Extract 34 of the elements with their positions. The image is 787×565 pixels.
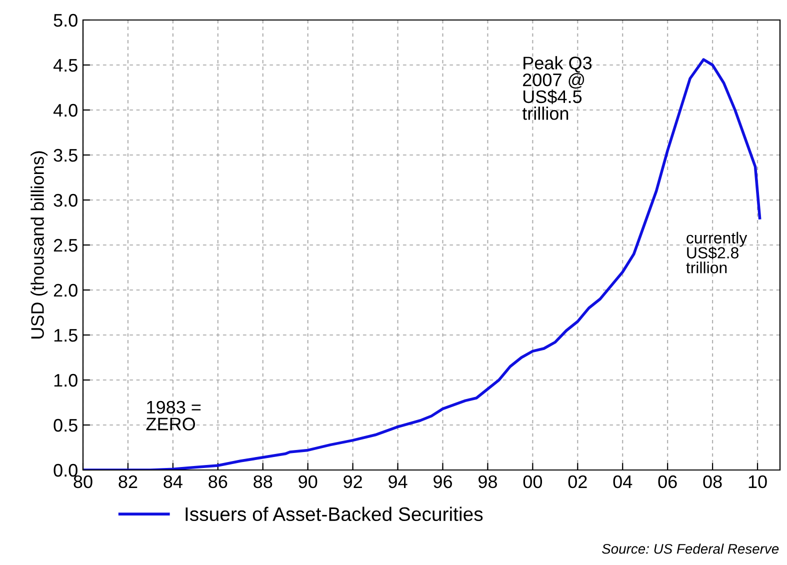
y-tick-label: 0.0 bbox=[54, 464, 78, 477]
x-tick-label: 84 bbox=[164, 475, 182, 488]
x-tick-label: 96 bbox=[434, 475, 452, 488]
source-note: Source: US Federal Reserve bbox=[602, 544, 779, 554]
y-tick-label: 3.5 bbox=[54, 148, 78, 162]
y-tick-label: 4.5 bbox=[53, 59, 78, 72]
x-tick-label: 06 bbox=[658, 475, 677, 488]
y-tick-label: 3.0 bbox=[54, 194, 78, 207]
y-tick-label: 4.0 bbox=[53, 104, 78, 117]
x-tick-label: 88 bbox=[254, 475, 272, 488]
x-tick-label: 08 bbox=[703, 475, 722, 488]
annotation: Peak Q3 2007 @ US$4.5 trillion bbox=[522, 56, 592, 120]
x-tick-label: 90 bbox=[298, 475, 318, 488]
y-tick-label: 2.0 bbox=[54, 284, 78, 297]
y-tick-label: 1.5 bbox=[54, 329, 78, 342]
y-tick-label: 2.5 bbox=[54, 238, 78, 252]
x-tick-label: 80 bbox=[74, 475, 92, 488]
x-tick-label: 10 bbox=[748, 475, 767, 488]
legend-label: Issuers of Asset-Backed Securities bbox=[186, 506, 483, 522]
x-tick-label: 92 bbox=[344, 475, 362, 488]
y-tick-label: 5.0 bbox=[54, 14, 78, 27]
line-series bbox=[83, 58, 762, 470]
x-tick-label: 82 bbox=[118, 475, 138, 488]
x-tick-label: 98 bbox=[478, 475, 497, 488]
x-tick-label: 02 bbox=[568, 475, 587, 488]
y-axis-title: USD (thousand billions) bbox=[30, 151, 48, 338]
x-tick-label: 86 bbox=[208, 475, 228, 488]
annotation: currently US$2.8 trillion bbox=[686, 232, 748, 274]
x-tick-label: 04 bbox=[613, 475, 632, 488]
y-tick-label: 0.5 bbox=[54, 418, 78, 432]
x-tick-label: 00 bbox=[523, 475, 542, 488]
y-tick-label: 1.0 bbox=[54, 374, 78, 387]
x-tick-label: 94 bbox=[388, 475, 408, 488]
annotation: 1983 = ZERO bbox=[146, 400, 201, 430]
